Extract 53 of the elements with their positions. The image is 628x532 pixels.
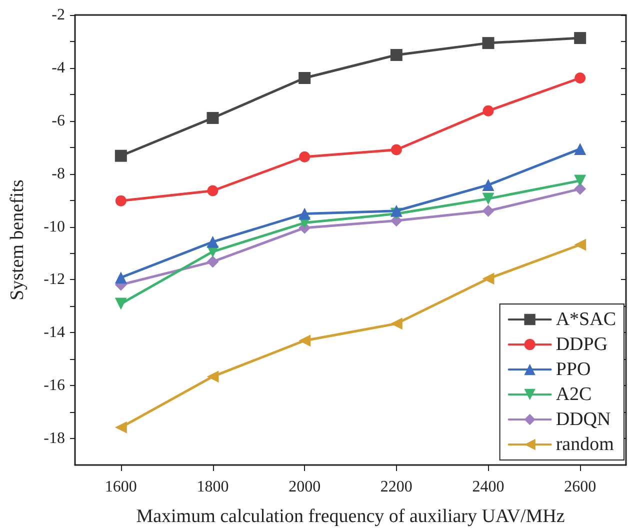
point: [482, 178, 494, 191]
x-tick-label: 1600: [104, 478, 137, 496]
legend-label: random: [556, 434, 614, 455]
point: [390, 48, 402, 61]
y-tick-label: -2: [52, 6, 65, 24]
legend-label: DDQN: [556, 409, 611, 430]
point: [206, 370, 219, 383]
point: [482, 204, 494, 217]
y-tick-label: -6: [52, 112, 65, 130]
legend-label: PPO: [556, 359, 591, 380]
point: [206, 256, 219, 268]
x-tick-label: 2200: [380, 478, 412, 496]
point: [298, 334, 311, 347]
point: [390, 144, 402, 156]
point: [114, 272, 127, 284]
x-tick-label: 2000: [288, 478, 321, 496]
point: [574, 174, 586, 187]
point: [114, 150, 127, 162]
point: [574, 72, 586, 84]
point: [574, 32, 586, 44]
point: [299, 151, 310, 162]
x-axis-title: Maximum calculation frequency of auxiliary UAV/MHz: [136, 506, 565, 527]
point: [574, 238, 586, 251]
point: [482, 192, 494, 205]
y-tick-label: -4: [52, 59, 65, 76]
point: [482, 37, 494, 50]
x-tick-label: 2400: [472, 478, 504, 496]
point: [482, 272, 494, 285]
y-tick-label: -12: [44, 271, 65, 288]
point: [574, 182, 586, 195]
point: [298, 72, 311, 84]
y-tick-label: -16: [44, 377, 65, 394]
point: [206, 236, 219, 248]
point: [206, 112, 219, 124]
point: [390, 318, 402, 330]
x-tick-label: 2600: [564, 478, 596, 496]
point: [574, 142, 586, 155]
y-tick-label: -10: [44, 218, 65, 236]
y-axis-title: System benefits: [7, 180, 28, 300]
y-tick-label: -18: [44, 430, 65, 448]
point: [114, 298, 127, 310]
legend-label: A2C: [556, 384, 592, 405]
point: [207, 185, 218, 196]
y-tick-label: -8: [52, 165, 65, 182]
point: [298, 208, 311, 220]
legend-label: DDPG: [556, 334, 608, 355]
point: [114, 421, 127, 434]
point: [390, 204, 402, 217]
x-tick-label: 1800: [196, 478, 229, 496]
point: [482, 105, 494, 116]
point: [115, 195, 126, 206]
y-tick-label: -14: [44, 324, 65, 342]
legend-label: A*SAC: [556, 309, 616, 330]
